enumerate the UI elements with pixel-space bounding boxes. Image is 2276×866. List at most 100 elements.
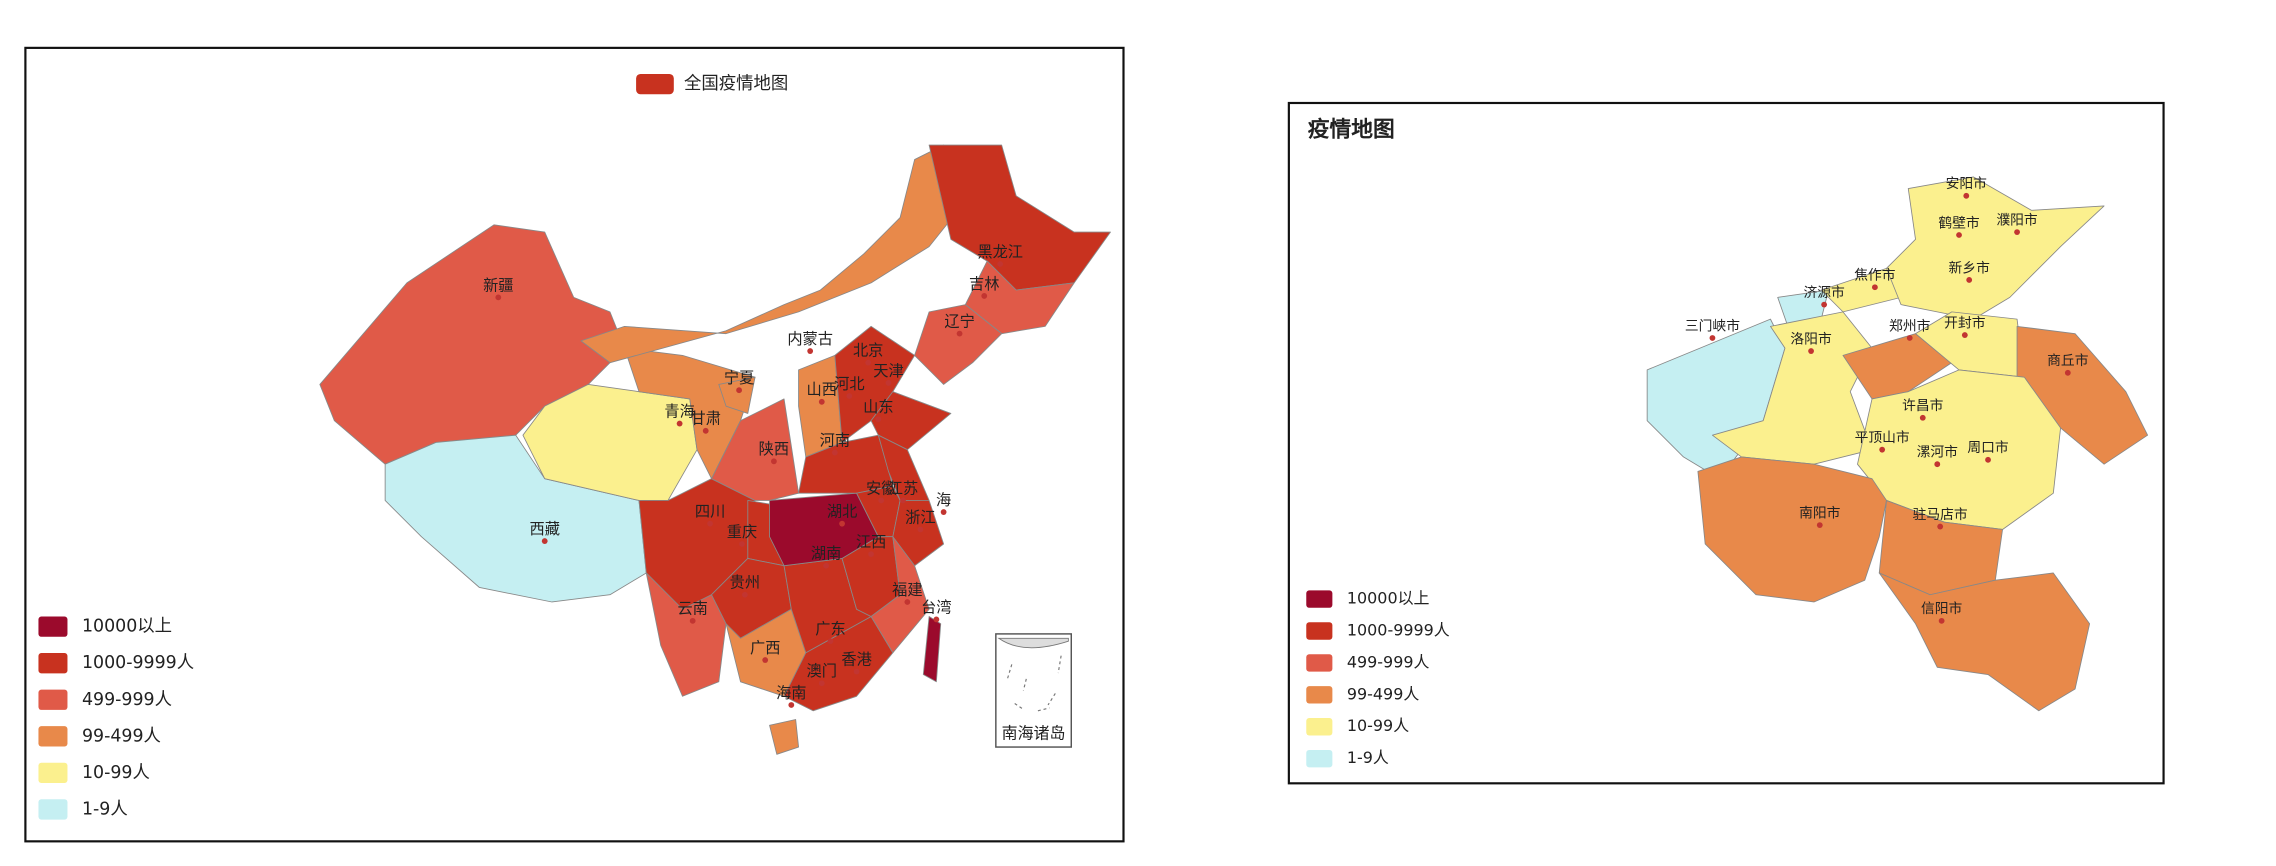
- region-area: [384, 434, 647, 603]
- legend-swatch[interactable]: [1306, 686, 1333, 704]
- region-label: 天津: [873, 362, 903, 380]
- region-label: 北京: [853, 342, 883, 360]
- legend-item[interactable]: 499-999人: [1306, 652, 1430, 672]
- region-dot: [875, 416, 882, 423]
- series-legend[interactable]: 全国疫情地图: [636, 73, 788, 95]
- region-dot: [831, 449, 838, 456]
- region-dot: [2014, 229, 2020, 235]
- region-dot: [940, 509, 947, 515]
- region-area: [1697, 456, 1887, 603]
- region-label: 驻马店市: [1913, 506, 1968, 523]
- legend-item[interactable]: 10000以上: [38, 616, 172, 637]
- region-label: 商丘市: [2047, 352, 2089, 369]
- region-dot: [689, 617, 696, 624]
- legend-swatch[interactable]: [1306, 654, 1333, 672]
- legend-label[interactable]: 1000-9999人: [82, 653, 194, 673]
- legend-item[interactable]: 1000-9999人: [1306, 621, 1450, 640]
- legend-swatch[interactable]: [1306, 749, 1333, 768]
- region-label: 陕西: [759, 440, 789, 458]
- region-dot: [807, 348, 814, 354]
- region-label: 三门峡市: [1685, 317, 1740, 334]
- region-label: 广西: [750, 639, 780, 657]
- legend-item[interactable]: 1-9人: [38, 799, 128, 820]
- legend-label[interactable]: 1-9人: [1347, 748, 1389, 767]
- region-label: 辽宁: [944, 313, 974, 331]
- south-sea-inset: 南海诸岛: [995, 633, 1072, 748]
- region-dot: [818, 398, 825, 405]
- region-dot: [917, 526, 924, 533]
- legend-swatch[interactable]: [38, 726, 68, 747]
- legend-item[interactable]: 10-99人: [38, 762, 150, 784]
- region-label: 南阳市: [1799, 505, 1841, 522]
- region-dot: [956, 330, 963, 337]
- region-area: [870, 391, 952, 451]
- region-label: 济源市: [1803, 284, 1845, 301]
- region-area: [718, 376, 756, 414]
- legend-label[interactable]: 99-499人: [1347, 684, 1419, 703]
- legend-swatch[interactable]: [38, 653, 68, 674]
- legend-item[interactable]: 99-499人: [38, 726, 161, 747]
- region-dot: [818, 680, 825, 687]
- legend-swatch[interactable]: [1306, 622, 1333, 640]
- legend-label[interactable]: 499-999人: [82, 690, 172, 710]
- region-dot: [1709, 335, 1716, 341]
- region-dot: [900, 497, 906, 504]
- inset-coast: [997, 637, 1069, 649]
- region-label: 云南: [677, 600, 707, 618]
- legend-label[interactable]: 1000-9999人: [1347, 621, 1450, 640]
- legend-item[interactable]: 10000以上: [1306, 589, 1430, 608]
- region-area: [892, 500, 945, 567]
- legend-swatch[interactable]: [38, 799, 68, 820]
- legend-label[interactable]: 499-999人: [1347, 652, 1430, 671]
- series-legend-label[interactable]: 全国疫情地图: [684, 74, 788, 94]
- region-dot: [1938, 617, 1945, 624]
- region-dot: [933, 616, 940, 623]
- region-dot: [878, 497, 885, 504]
- legend-label[interactable]: 10000以上: [1347, 589, 1430, 608]
- region-dot: [839, 520, 845, 527]
- region-dot: [702, 427, 709, 434]
- region-dot: [707, 520, 713, 527]
- region-label: 江西: [856, 533, 886, 551]
- legend-swatch[interactable]: [1306, 590, 1333, 608]
- legend-swatch[interactable]: [38, 689, 68, 710]
- region-label: 重庆: [727, 523, 757, 541]
- region-label: 安徽: [866, 479, 896, 497]
- region-dot: [1816, 522, 1823, 529]
- region-area: [522, 383, 698, 501]
- legend-label[interactable]: 10-99人: [82, 763, 150, 783]
- legend-item[interactable]: 99-499人: [1306, 684, 1419, 704]
- region-dot: [865, 359, 872, 366]
- region-dot: [853, 668, 860, 675]
- legend-swatch[interactable]: [38, 762, 68, 784]
- region-label: 郑州市: [1889, 317, 1931, 334]
- region-label: 鹤壁市: [1938, 214, 1980, 231]
- legend-item[interactable]: 1000-9999人: [38, 653, 194, 674]
- region-dot: [1821, 301, 1828, 308]
- region-dot: [997, 261, 1004, 267]
- region-dot: [788, 702, 795, 708]
- region-label: 澳门: [807, 662, 837, 680]
- legend-item[interactable]: 10-99人: [1306, 716, 1409, 736]
- legend-label[interactable]: 10000以上: [82, 617, 172, 637]
- legend-label[interactable]: 1-9人: [82, 799, 128, 819]
- region-dot: [1963, 192, 1970, 199]
- region-label: 内蒙古: [787, 330, 833, 348]
- region-label: 福建: [892, 581, 922, 599]
- series-legend-swatch[interactable]: [636, 73, 674, 95]
- legend-label[interactable]: 10-99人: [1347, 716, 1409, 735]
- region-dot: [981, 293, 988, 299]
- region-dot: [823, 562, 830, 569]
- legend-item[interactable]: 499-999人: [38, 689, 172, 710]
- legend-swatch[interactable]: [1306, 718, 1333, 736]
- region-dot: [771, 458, 777, 465]
- legend-swatch[interactable]: [38, 616, 68, 637]
- region-dot: [1871, 284, 1878, 291]
- legend-label[interactable]: 99-499人: [82, 726, 161, 746]
- region-label: 周口市: [1967, 439, 2009, 456]
- legend-item[interactable]: 1-9人: [1306, 748, 1389, 768]
- region-dot: [1808, 348, 1814, 354]
